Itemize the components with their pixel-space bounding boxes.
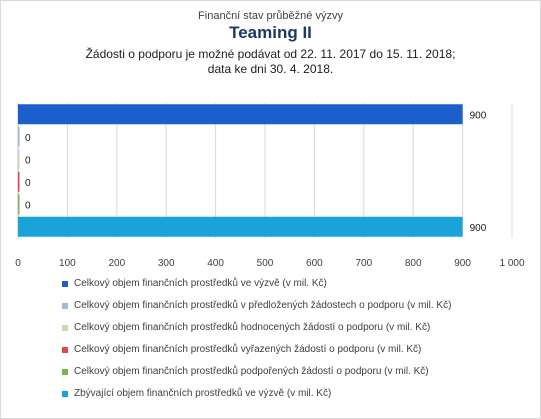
x-tick-label: 400 [207,258,224,269]
chart-supertitle: Finanční stav průběžné výzvy [198,10,343,22]
legend-item: Celkový objem finančních prostředků hodn… [62,322,522,336]
bar-data-label: 900 [470,223,487,234]
x-tick-label: 500 [257,258,274,269]
legend-label: Celkový objem finančních prostředků podp… [74,366,429,377]
x-tick-label: 1 000 [499,258,524,269]
legend-swatch [62,281,68,287]
legend-item: Celkový objem finančních prostředků podp… [62,366,522,380]
bar-data-label: 0 [25,133,31,144]
legend-item: Zbývající objem finančních prostředků ve… [62,388,522,402]
x-tick-label: 600 [306,258,323,269]
legend-swatch [62,347,68,353]
legend-swatch [62,303,68,309]
chart-subtitle-line-1: Žádosti o podporu je možné podávat od 22… [85,47,456,61]
x-tick-label: 800 [405,258,422,269]
x-tick-label: 900 [454,258,471,269]
x-tick-label: 100 [59,258,76,269]
bar [18,149,20,170]
legend-item: Celkový objem finančních prostředků ve v… [62,278,522,292]
legend-label: Celkový objem finančních prostředků vyřa… [74,344,422,355]
legend-swatch [62,391,68,397]
legend-swatch [62,325,68,331]
bar-data-label: 0 [25,178,31,189]
legend-item: Celkový objem finančních prostředků v př… [62,300,522,314]
bar [18,194,20,215]
x-tick-label: 0 [15,258,21,269]
bar [18,104,463,125]
bar-data-label: 0 [25,200,31,211]
chart-title: Teaming II [229,23,312,42]
bar [18,216,463,237]
bar [18,126,20,147]
bar [18,171,20,192]
legend-item: Celkový objem finančních prostředků vyřa… [62,344,522,358]
bar-data-label: 900 [470,110,487,121]
legend-label: Celkový objem finančních prostředků ve v… [74,278,327,289]
legend-label: Celkový objem finančních prostředků hodn… [74,322,431,333]
legend-swatch [62,369,68,375]
x-tick-label: 700 [355,258,372,269]
legend-label: Zbývající objem finančních prostředků ve… [74,388,332,399]
bar-data-label: 0 [25,155,31,166]
x-tick-label: 300 [158,258,175,269]
legend-label: Celkový objem finančních prostředků v př… [74,300,452,311]
chart-subtitle-line-2: data ke dni 30. 4. 2018. [207,62,334,76]
x-tick-label: 200 [108,258,125,269]
